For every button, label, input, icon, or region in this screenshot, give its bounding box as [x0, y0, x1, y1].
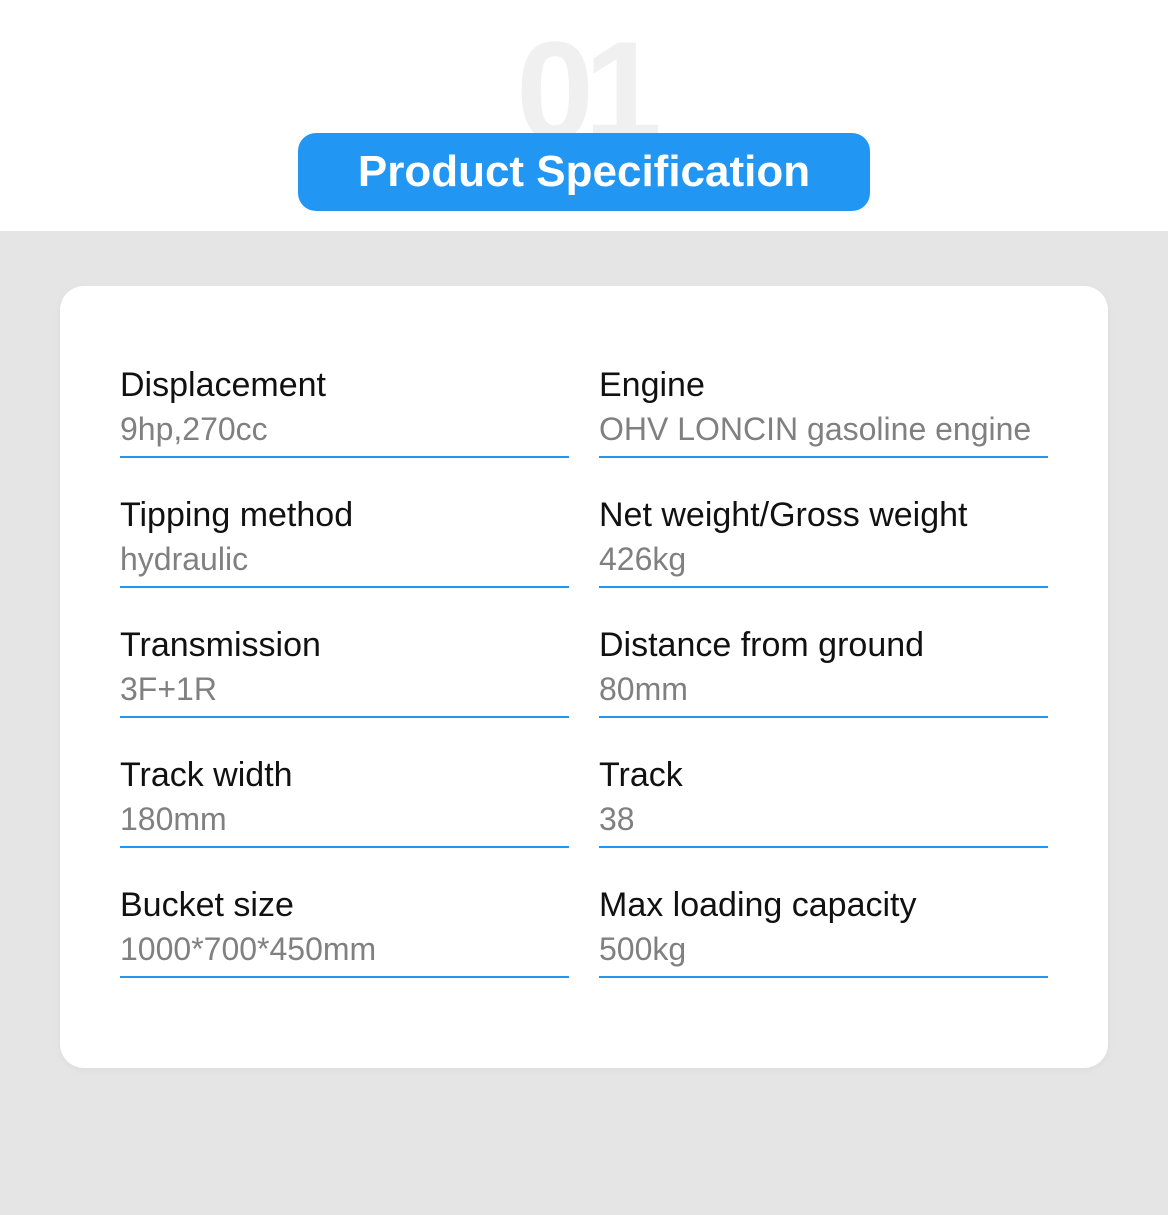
- spec-value: 3F+1R: [120, 671, 569, 718]
- spec-value: 1000*700*450mm: [120, 931, 569, 978]
- spec-item-net-gross-weight: Net weight/Gross weight 426kg: [599, 496, 1048, 588]
- spec-item-tipping-method: Tipping method hydraulic: [120, 496, 569, 588]
- spec-label: Max loading capacity: [599, 886, 1048, 925]
- spec-card: Displacement 9hp,270cc Engine OHV LONCIN…: [60, 286, 1108, 1068]
- spec-item-displacement: Displacement 9hp,270cc: [120, 366, 569, 458]
- spec-label: Track width: [120, 756, 569, 795]
- spec-item-distance-from-ground: Distance from ground 80mm: [599, 626, 1048, 718]
- spec-label: Bucket size: [120, 886, 569, 925]
- spec-value: hydraulic: [120, 541, 569, 588]
- spec-label: Net weight/Gross weight: [599, 496, 1048, 535]
- spec-value: 426kg: [599, 541, 1048, 588]
- spec-label: Engine: [599, 366, 1048, 405]
- spec-item-track-width: Track width 180mm: [120, 756, 569, 848]
- spec-label: Distance from ground: [599, 626, 1048, 665]
- spec-value: 180mm: [120, 801, 569, 848]
- content-section: Displacement 9hp,270cc Engine OHV LONCIN…: [0, 231, 1168, 1215]
- spec-value: 500kg: [599, 931, 1048, 978]
- spec-item-engine: Engine OHV LONCIN gasoline engine: [599, 366, 1048, 458]
- spec-item-bucket-size: Bucket size 1000*700*450mm: [120, 886, 569, 978]
- spec-value: 80mm: [599, 671, 1048, 718]
- spec-label: Transmission: [120, 626, 569, 665]
- spec-label: Displacement: [120, 366, 569, 405]
- spec-value: 38: [599, 801, 1048, 848]
- spec-label: Track: [599, 756, 1048, 795]
- spec-item-max-loading-capacity: Max loading capacity 500kg: [599, 886, 1048, 978]
- spec-value: 9hp,270cc: [120, 411, 569, 458]
- spec-item-track: Track 38: [599, 756, 1048, 848]
- header-section: 01 Product Specification: [0, 0, 1168, 231]
- spec-item-transmission: Transmission 3F+1R: [120, 626, 569, 718]
- spec-value: OHV LONCIN gasoline engine: [599, 411, 1048, 458]
- title-badge: Product Specification: [298, 133, 870, 211]
- spec-grid: Displacement 9hp,270cc Engine OHV LONCIN…: [120, 366, 1048, 978]
- spec-label: Tipping method: [120, 496, 569, 535]
